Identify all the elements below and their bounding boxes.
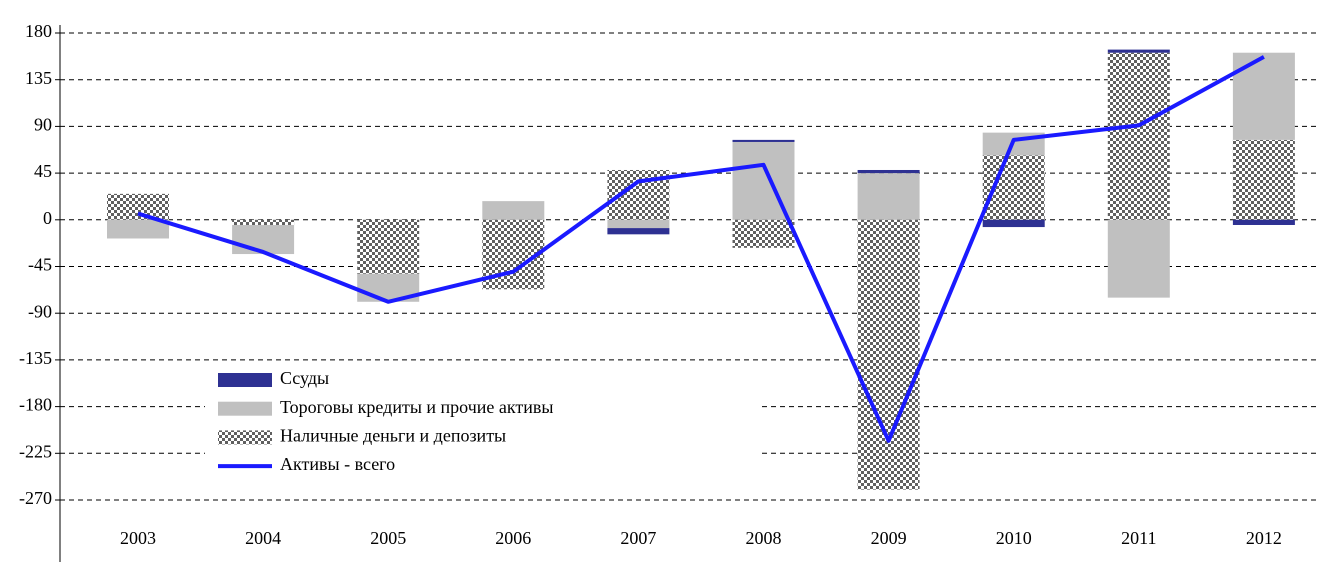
legend-background	[205, 366, 760, 480]
legend-label: Ссуды	[280, 368, 329, 388]
x-tick-label: 2011	[1121, 528, 1156, 548]
bar	[107, 193, 169, 220]
y-tick-label: -45	[28, 255, 52, 275]
bar	[482, 201, 545, 220]
bar	[732, 219, 795, 248]
y-tick-label: 90	[34, 115, 52, 135]
x-tick-label: 2006	[495, 528, 531, 548]
y-tick-label: -90	[28, 301, 52, 321]
legend-marker	[218, 401, 272, 416]
y-tick-label: -135	[19, 348, 52, 368]
bar	[107, 219, 169, 239]
legend-marker	[218, 430, 272, 445]
x-tick-label: 2007	[620, 528, 656, 548]
x-tick-label: 2005	[370, 528, 406, 548]
bar	[1107, 219, 1170, 298]
bar	[982, 219, 1045, 228]
bar	[1107, 52, 1170, 220]
bar	[1232, 52, 1295, 140]
x-tick-label: 2012	[1246, 528, 1282, 548]
bar	[1232, 219, 1295, 225]
bar	[607, 228, 670, 235]
y-tick-label: -225	[19, 441, 52, 461]
y-tick-label: 0	[43, 208, 52, 228]
x-tick-label: 2003	[120, 528, 156, 548]
bar	[357, 219, 420, 274]
legend-label: Наличные деньги и депозиты	[280, 426, 506, 446]
y-tick-label: 135	[25, 68, 52, 88]
y-tick-label: 45	[34, 161, 52, 181]
x-tick-label: 2008	[746, 528, 782, 548]
x-tick-label: 2009	[871, 528, 907, 548]
bar	[857, 169, 920, 174]
y-tick-label: -180	[19, 395, 52, 415]
x-tick-label: 2010	[996, 528, 1032, 548]
bar	[232, 224, 295, 255]
legend-label: Активы - всего	[280, 454, 395, 474]
legend-marker	[218, 373, 272, 387]
bar	[607, 219, 670, 229]
bar	[732, 139, 795, 142]
bar	[1232, 139, 1295, 220]
bar	[857, 219, 920, 490]
bar	[857, 173, 920, 220]
line	[137, 55, 1265, 443]
legend: Ссуды Тороговы кредиты и прочие активы Нал…	[205, 366, 760, 480]
y-tick-label: 180	[25, 21, 52, 41]
x-tick-label: 2004	[245, 528, 281, 548]
y-tick-label: -270	[19, 488, 52, 508]
bar	[1107, 49, 1170, 53]
bar	[232, 219, 295, 225]
legend-label: Тороговы кредиты и прочие активы	[280, 397, 553, 417]
